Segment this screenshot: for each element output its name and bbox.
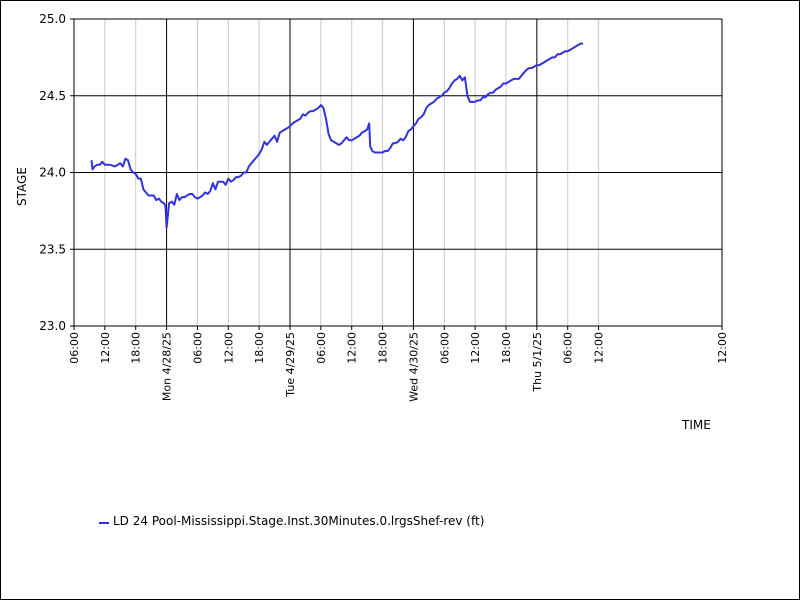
x-tick-label: 12:00 <box>222 332 235 364</box>
y-tick-label: 23.5 <box>39 242 66 256</box>
x-tick-label: 06:00 <box>68 332 81 364</box>
x-tick-label: 12:00 <box>593 332 606 364</box>
x-tick-label: 06:00 <box>191 332 204 364</box>
x-tick-label: 06:00 <box>562 332 575 364</box>
x-tick-label: 06:00 <box>438 332 451 364</box>
x-tick-label: 12:00 <box>99 332 112 364</box>
x-tick-label: Tue 4/29/25 <box>284 332 297 398</box>
x-tick-label: 06:00 <box>315 332 328 364</box>
y-axis-label: STAGE <box>15 167 29 206</box>
x-tick-label: 18:00 <box>130 332 143 364</box>
x-tick-label: 12:00 <box>469 332 482 364</box>
x-tick-label: 18:00 <box>253 332 266 364</box>
x-tick-label: Thu 5/1/25 <box>531 332 544 393</box>
x-axis-label: TIME <box>681 418 711 432</box>
x-tick-label: Mon 4/28/25 <box>161 332 174 401</box>
tick-layer: 06:00 12:00 18:00 Mon 4/28/25 06:00 12:00 18:0… <box>39 12 729 402</box>
x-tick-label: 18:00 <box>500 332 513 364</box>
x-tick-label: 12:00 <box>346 332 359 364</box>
legend-swatch <box>99 522 109 524</box>
y-tick-label: 25.0 <box>39 12 66 26</box>
y-tick-label: 24.5 <box>39 89 66 103</box>
series-layer <box>90 42 584 229</box>
grid-layer <box>74 19 722 326</box>
x-tick-label: Wed 4/30/25 <box>407 332 420 402</box>
series-line <box>90 42 584 229</box>
x-tick-label: 12:00 <box>716 332 729 364</box>
y-tick-label: 23.0 <box>39 319 66 333</box>
y-tick-label: 24.0 <box>39 166 66 180</box>
x-tick-label: 18:00 <box>377 332 390 364</box>
legend-label: LD 24 Pool-Mississippi.Stage.Inst.30Minu… <box>113 514 485 528</box>
